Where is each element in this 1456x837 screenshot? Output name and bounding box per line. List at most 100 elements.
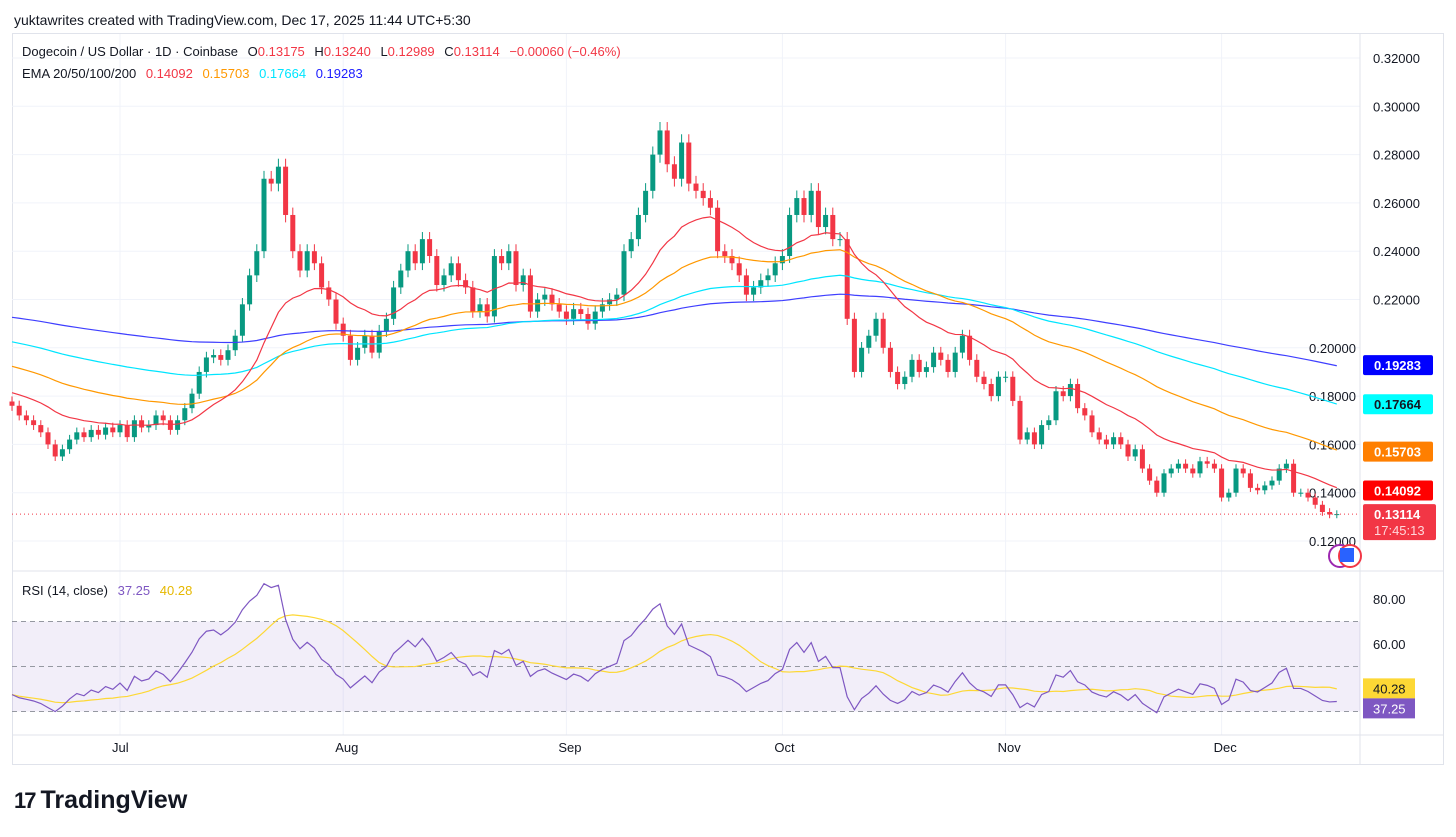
candle-body bbox=[304, 251, 310, 271]
candle-body bbox=[347, 335, 353, 360]
candle-body bbox=[427, 239, 433, 257]
candle-body bbox=[81, 432, 87, 438]
candle-body bbox=[1247, 473, 1253, 488]
candle-body bbox=[326, 287, 332, 300]
time-tick-label: Oct bbox=[774, 740, 795, 755]
candle-body bbox=[95, 429, 101, 435]
candle-body bbox=[160, 415, 166, 421]
rsi-tick-label: 60.00 bbox=[1373, 637, 1406, 652]
candle-body bbox=[945, 359, 951, 372]
candle-body bbox=[599, 304, 605, 312]
candle-body bbox=[455, 263, 461, 281]
ema50-axis-badge bbox=[1363, 441, 1433, 462]
candle-body bbox=[1010, 376, 1016, 401]
candle-body bbox=[1082, 408, 1088, 416]
candle-body bbox=[1161, 473, 1167, 493]
ema100-value: 0.17664 bbox=[259, 66, 307, 81]
candle-body bbox=[23, 415, 29, 421]
us-flag-icon bbox=[1340, 548, 1354, 562]
candle-body bbox=[38, 425, 44, 433]
ema100-axis-badge bbox=[1363, 394, 1433, 415]
candle-body bbox=[1283, 463, 1289, 469]
candle-body bbox=[578, 309, 584, 314]
candle-body bbox=[556, 304, 562, 312]
candle-body bbox=[1327, 512, 1333, 515]
candle-body bbox=[1039, 425, 1045, 445]
open-value: 0.13175 bbox=[257, 44, 305, 59]
candle-body bbox=[938, 352, 944, 360]
candle-body bbox=[1175, 463, 1181, 469]
rsi-legend: RSI (14, close) 37.25 40.28 bbox=[22, 583, 192, 598]
ema-legend: EMA 20/50/100/200 0.14092 0.15703 0.1766… bbox=[22, 66, 363, 81]
candle-body bbox=[491, 256, 497, 317]
ema20-line bbox=[11, 216, 1338, 489]
candle-body bbox=[470, 287, 476, 312]
candle-body bbox=[1319, 504, 1325, 513]
ema50-line bbox=[11, 249, 1338, 451]
candle-body bbox=[225, 350, 231, 360]
candle-body bbox=[124, 425, 130, 438]
candle-body bbox=[535, 299, 541, 312]
close-label: C bbox=[444, 44, 454, 59]
rsi-label[interactable]: RSI (14, close) bbox=[22, 583, 108, 598]
candle-body bbox=[103, 427, 109, 435]
ema20-value: 0.14092 bbox=[145, 66, 193, 81]
countdown-label: 17:45:13 bbox=[1374, 523, 1425, 538]
candle-body bbox=[931, 352, 937, 368]
candle-body bbox=[88, 429, 94, 438]
candle-body bbox=[297, 251, 303, 271]
symbol-title[interactable]: Dogecoin / US Dollar · 1D · Coinbase bbox=[22, 44, 239, 59]
candle-body bbox=[1197, 461, 1203, 474]
candle-body bbox=[319, 263, 325, 288]
candle-body bbox=[117, 425, 123, 433]
candle-body bbox=[527, 275, 533, 312]
candle-body bbox=[1211, 463, 1217, 469]
last-price-label: 0.13114 bbox=[1374, 507, 1421, 522]
candle-body bbox=[333, 299, 339, 324]
candle-body bbox=[952, 352, 958, 372]
rsi-ma-line bbox=[11, 614, 1337, 704]
candle-body bbox=[239, 304, 245, 336]
candle-body bbox=[736, 263, 742, 276]
candle-body bbox=[830, 214, 836, 240]
candle-body bbox=[700, 190, 706, 199]
candle-body bbox=[758, 280, 764, 288]
price-tick-label: 0.24000 bbox=[1373, 244, 1420, 259]
ema20-axis-badge bbox=[1363, 480, 1433, 501]
candle-body bbox=[916, 359, 922, 372]
time-tick-label: Sep bbox=[558, 740, 581, 755]
candle-body bbox=[909, 359, 915, 377]
candle-body bbox=[383, 318, 389, 331]
candle-body bbox=[484, 304, 490, 317]
candle-body bbox=[211, 355, 217, 358]
open-label: O bbox=[247, 44, 258, 59]
price-tick-label: 0.30000 bbox=[1373, 99, 1420, 114]
price-tick-label: 0.26000 bbox=[1373, 196, 1420, 211]
rsi-badge bbox=[1363, 698, 1415, 719]
candle-body bbox=[1305, 492, 1311, 498]
rsi-value: 37.25 bbox=[117, 583, 151, 598]
candle-body bbox=[837, 239, 843, 241]
candle-body bbox=[1089, 415, 1095, 433]
candle-body bbox=[167, 420, 173, 430]
candle-body bbox=[808, 190, 814, 215]
candle-body bbox=[1255, 487, 1261, 491]
candle-body bbox=[1147, 468, 1153, 481]
candle-body bbox=[571, 309, 577, 319]
candle-body bbox=[9, 401, 15, 406]
rsi-ma-axis-label: 40.28 bbox=[1373, 681, 1406, 696]
candle-body bbox=[139, 420, 145, 428]
tradingview-logo[interactable]: 17 TradingView bbox=[14, 786, 187, 815]
candle-body bbox=[743, 275, 749, 295]
ema-label[interactable]: EMA 20/50/100/200 bbox=[22, 66, 137, 81]
candle-body bbox=[434, 256, 440, 286]
candle-body bbox=[873, 318, 879, 336]
candle-body bbox=[290, 214, 296, 252]
candle-body bbox=[31, 420, 37, 426]
tradingview-logo-icon: 17 bbox=[14, 787, 37, 813]
candle-body bbox=[52, 444, 58, 457]
time-tick-label: Dec bbox=[1214, 740, 1238, 755]
candle-body bbox=[362, 335, 368, 348]
candle-body bbox=[1204, 461, 1210, 464]
